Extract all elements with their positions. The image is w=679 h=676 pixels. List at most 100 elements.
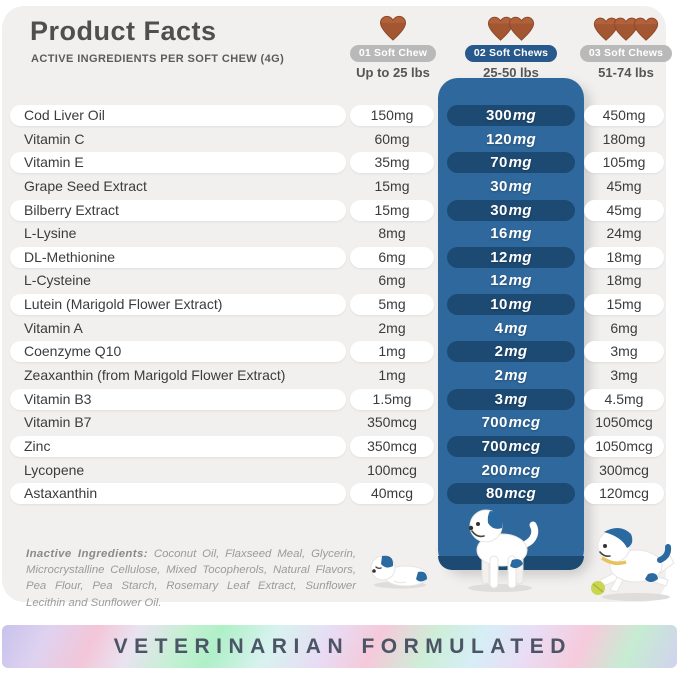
dose2-value: 2mg (438, 341, 584, 363)
ingredient-row: Vitamin C 60mg 120mg 180mg (2, 128, 666, 152)
dose2-unit: mg (508, 248, 532, 266)
ingredient-row: L-Cysteine 6mg 12mg 18mg (2, 269, 666, 293)
dose2-number: 80 (485, 485, 504, 503)
dose2-number: 3 (494, 390, 504, 408)
ingredient-name: Coenzyme Q10 (10, 341, 346, 363)
dose3-value: 1050mcg (595, 414, 653, 431)
dose2-value: 2mg (438, 365, 584, 386)
ingredient-name: Vitamin A (24, 319, 83, 336)
ingredient-row: Zeaxanthin (from Marigold Flower Extract… (2, 364, 666, 388)
dose2-value: 30mg (438, 176, 584, 197)
dose1-value: 1mg (350, 341, 434, 363)
weight-range-label: 51-74 lbs (598, 65, 654, 80)
weight-range-label: 25-50 lbs (483, 65, 539, 80)
product-facts-panel: Product Facts ACTIVE INGREDIENTS PER SOF… (2, 6, 675, 609)
dose1-value: 15mg (350, 199, 434, 221)
chew-count-icons (486, 9, 536, 42)
dose1-value: 2mg (378, 319, 406, 336)
dose1-value: 150mg (350, 105, 434, 126)
dose3-value: 15mg (584, 294, 664, 316)
ingredient-name: Lutein (Marigold Flower Extract) (10, 294, 346, 316)
inactive-ingredients-text: Coconut Oil, Flaxseed Meal, Glycerin, Mi… (26, 548, 357, 609)
dose2-number: 30 (490, 177, 508, 195)
ingredient-name: Vitamin B3 (10, 388, 346, 410)
dose1-value: 35mg (350, 152, 434, 174)
dose2-unit: mg (504, 367, 528, 385)
dose3-value: 6mg (610, 319, 638, 336)
dose2-number: 2 (494, 367, 504, 385)
dose2-unit: mg (512, 130, 537, 148)
dose3-value: 1050mcg (584, 435, 664, 457)
dose1-value: 15mg (374, 177, 410, 194)
dose2-value: 4mg (438, 318, 584, 339)
dose2-value: 80mcg (438, 483, 584, 505)
ingredient-row: Lycopene 100mcg 200mcg 300mcg (2, 459, 666, 483)
dose2-number: 30 (490, 201, 508, 219)
ingredient-name: L-Cysteine (24, 272, 91, 289)
dose2-value: 200mcg (438, 460, 584, 481)
dose3-value: 3mg (584, 341, 664, 363)
ingredient-row: Grape Seed Extract 15mg 30mg 45mg (2, 175, 666, 199)
ingredient-row: Vitamin B3 1.5mg 3mg 4.5mg (2, 388, 666, 412)
dose-badge: 03 Soft Chews (579, 45, 673, 62)
dose2-unit: mg (508, 272, 532, 290)
ingredient-name: Astaxanthin (10, 483, 346, 505)
dose3-value: 24mg (606, 225, 642, 242)
dose3-value: 45mg (606, 177, 642, 194)
ingredient-name: DL-Methionine (10, 246, 346, 268)
dose2-unit: mcg (504, 485, 537, 503)
dose1-value: 8mg (378, 225, 406, 242)
dose3-value: 450mg (584, 105, 664, 126)
ingredient-name: Lycopene (24, 461, 85, 478)
dose2-number: 12 (490, 248, 508, 266)
dose2-unit: mg (508, 296, 532, 314)
ingredient-row: Cod Liver Oil 150mg 300mg 450mg (2, 104, 666, 128)
ingredient-row: Zinc 350mcg 700mcg 1050mcg (2, 435, 666, 459)
ingredient-name: Zeaxanthin (from Marigold Flower Extract… (24, 367, 286, 384)
dose1-value: 40mcg (350, 483, 434, 505)
dose3-value: 18mg (606, 272, 642, 289)
ingredient-row: Coenzyme Q10 1mg 2mg 3mg (2, 340, 666, 364)
dose2-value: 70mg (438, 152, 584, 174)
ingredient-row: DL-Methionine 6mg 12mg 18mg (2, 246, 666, 270)
veterinarian-formulated-banner: VETERINARIAN FORMULATED (2, 625, 677, 668)
dose2-number: 300 (485, 107, 512, 124)
dose2-value: 10mg (438, 294, 584, 316)
dose1-value: 60mg (374, 130, 410, 147)
chew-heart-icon (508, 16, 535, 41)
dose2-number: 12 (490, 272, 508, 290)
dose2-number: 700 (481, 414, 508, 432)
dose1-value: 350mcg (350, 435, 434, 457)
dose3-value: 45mg (584, 199, 664, 221)
dose-badge: 02 Soft Chews (464, 45, 558, 62)
dose1-value: 1mg (378, 367, 406, 384)
dose-column-header-1: 01 Soft Chew Up to 25 lbs (340, 9, 446, 80)
dose-column-header-3: 03 Soft Chews 51-74 lbs (572, 9, 679, 80)
ingredient-table: Cod Liver Oil 150mg 300mg 450mg Vitamin C 60m… (2, 104, 666, 506)
dose1-value: 1.5mg (350, 388, 434, 410)
ingredient-name: Bilberry Extract (10, 199, 346, 221)
ingredient-name: Grape Seed Extract (24, 177, 147, 194)
dose2-number: 16 (490, 225, 508, 243)
dose3-value: 4.5mg (584, 388, 664, 410)
dose2-value: 300mg (438, 105, 584, 126)
dose1-value: 350mcg (367, 414, 417, 431)
dose2-value: 30mg (438, 199, 584, 221)
dose-badge: 01 Soft Chew (349, 45, 437, 62)
ingredient-row: L-Lysine 8mg 16mg 24mg (2, 222, 666, 246)
weight-range-label: Up to 25 lbs (356, 65, 430, 80)
chew-heart-icon (379, 15, 407, 41)
dose2-unit: mcg (508, 414, 541, 432)
chew-heart-icon (633, 17, 659, 41)
dose2-value: 120mg (438, 129, 584, 150)
dose3-value: 18mg (584, 246, 664, 268)
dose2-unit: mcg (508, 437, 541, 455)
ingredient-row: Astaxanthin 40mcg 80mcg 120mcg (2, 482, 666, 506)
dose2-unit: mg (508, 201, 532, 219)
dose3-value: 180mg (602, 130, 646, 147)
dose2-number: 700 (481, 437, 508, 455)
chew-count-icons (592, 9, 660, 42)
dose2-value: 700mcg (438, 412, 584, 433)
dose3-value: 300mcg (599, 461, 649, 478)
